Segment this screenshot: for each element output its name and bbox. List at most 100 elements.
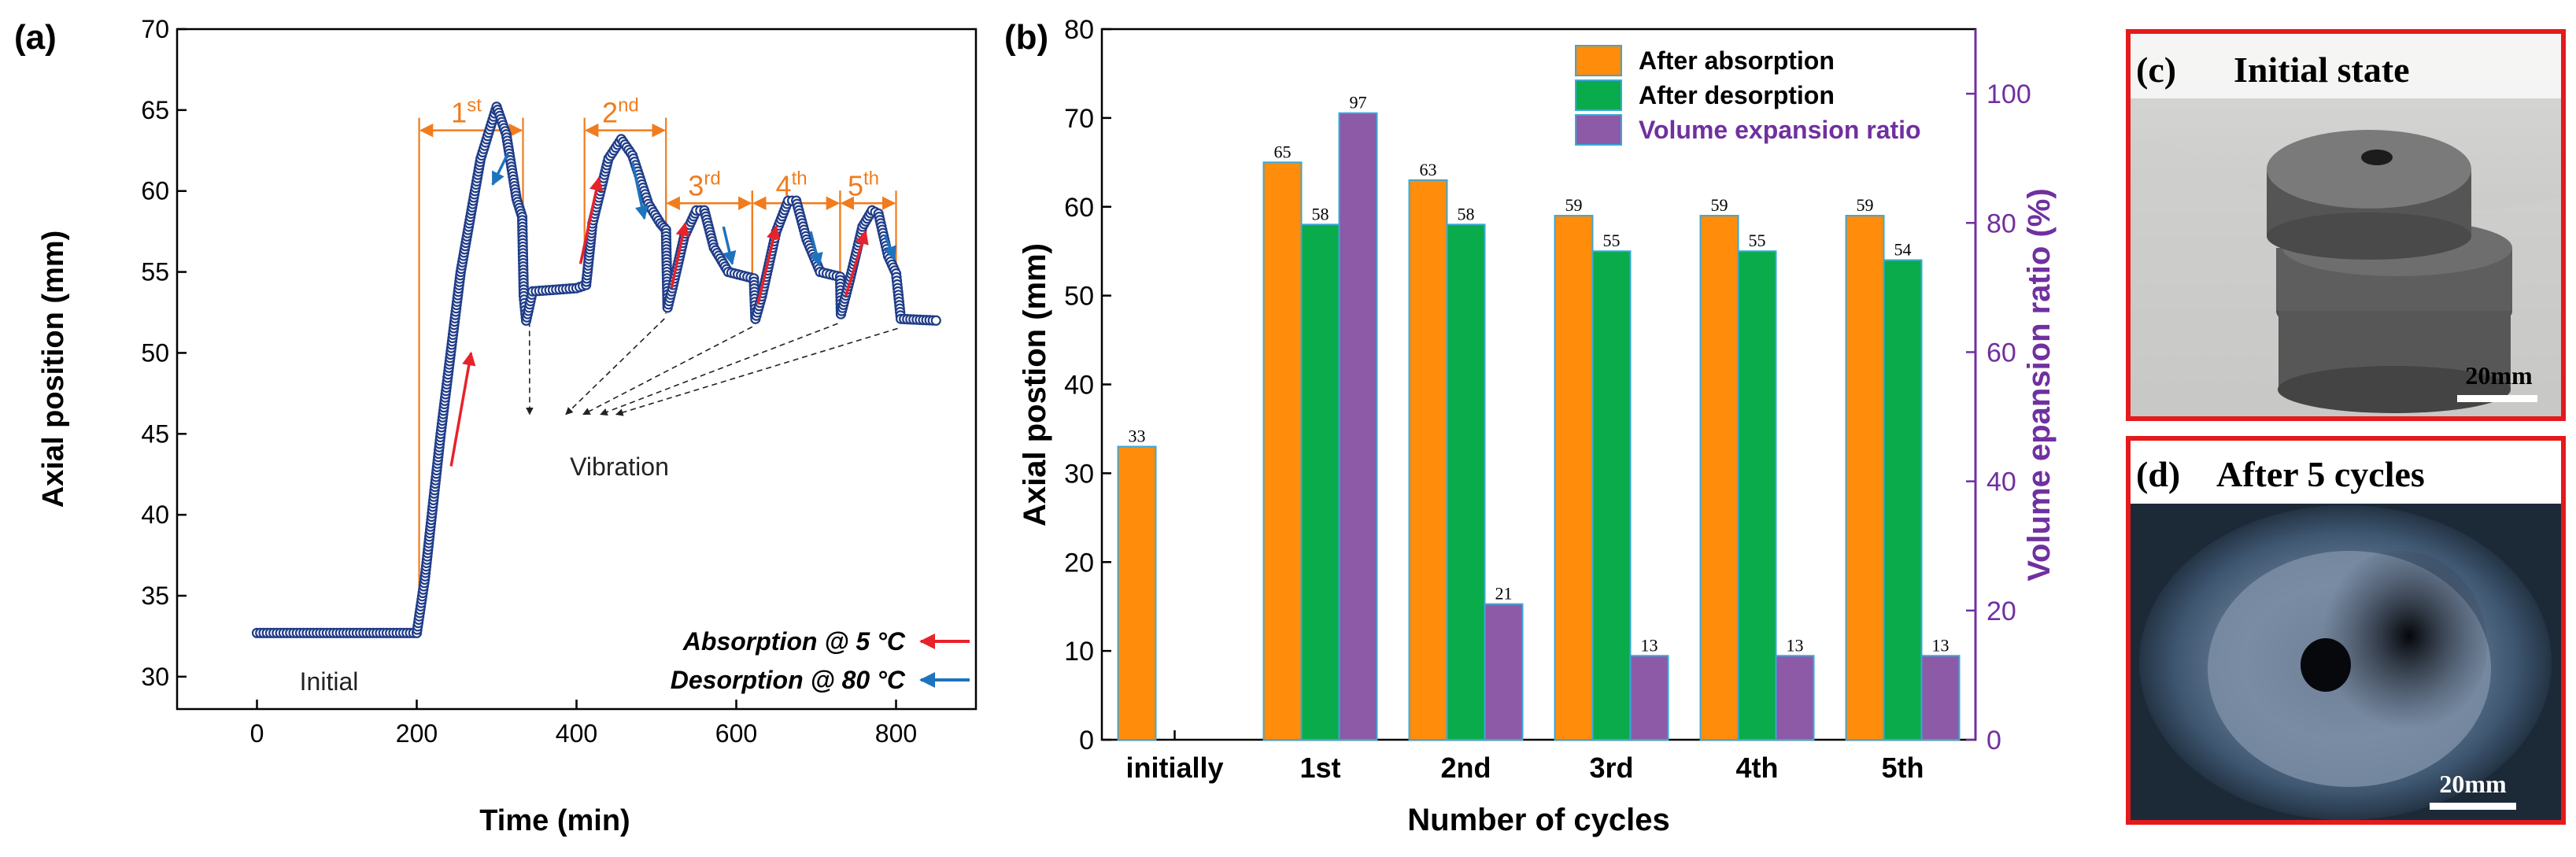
a-y-tick-label: 35: [141, 582, 169, 610]
b-y2-tick-label: 100: [1987, 79, 2031, 109]
b-x-tick-label: 2nd: [1440, 752, 1491, 784]
panel-a-cycle-brackets: 1st 2nd 3rd 4th 5th: [418, 95, 897, 632]
panel-a-initial-label: Initial: [300, 667, 359, 696]
b-legend-swatch: [1575, 79, 1622, 111]
b-legend-label: After desorption: [1639, 81, 1835, 109]
b-bar: [1920, 655, 1961, 741]
b-bar: [1446, 223, 1486, 741]
a-cycle-label: 5th: [848, 168, 879, 201]
panel-a-frame: [176, 28, 978, 711]
panel-b-x-ticks: initially 1st 2nd 3rd 4th 5th: [1125, 730, 1924, 784]
b-y-tick-label: 0: [1079, 726, 1094, 755]
b-bar: [1262, 161, 1303, 741]
panel-a-y-axis-label: Axial position (mm): [37, 231, 70, 508]
b-y-tick-label: 60: [1064, 193, 1094, 223]
a-absorption-arrow: [578, 176, 604, 264]
b-y2-tick-label: 20: [1987, 597, 2016, 626]
b-bar: [1591, 250, 1632, 741]
a-x-tick-label: 400: [556, 719, 597, 748]
a-y-tick-label: 50: [141, 338, 169, 367]
a-y-tick-label: 40: [141, 501, 169, 529]
panel-b-right-y-ticks: 0 20 40 60 80 100: [1966, 29, 2031, 755]
b-y-tick-label: 10: [1064, 637, 1094, 667]
b-bar: [1300, 223, 1340, 741]
a-desorption-arrow: [809, 231, 823, 268]
b-bar: [1845, 215, 1885, 741]
photo-d-label: (d): [2136, 454, 2180, 494]
b-y-tick-label: 20: [1064, 548, 1094, 578]
panel-a-chart: (a) 30 35 40 45 50 55 60 65 70 0 200 400 600 800 Tim…: [14, 15, 978, 837]
a-y-tick-label: 45: [141, 419, 169, 448]
a-desorption-arrow: [722, 226, 737, 265]
b-x-tick-label: 1st: [1299, 752, 1340, 784]
a-x-tick-label: 800: [875, 719, 917, 748]
b-legend-swatch: [1575, 45, 1622, 76]
b-bar-value-label: 58: [1312, 204, 1329, 223]
b-legend-label: After absorption: [1639, 46, 1835, 75]
panel-a-legend: Absorption @ 5 °C Desorption @ 80 °C: [671, 627, 970, 694]
a-cycle-label: 1st: [451, 95, 482, 129]
photo-d-title: After 5 cycles: [2216, 454, 2425, 494]
photo-c-title-band: [2131, 34, 2561, 98]
a-y-tick-label: 65: [141, 96, 169, 124]
a-vibration-arrow: [600, 323, 838, 416]
b-bar-value-label: 97: [1350, 93, 1367, 113]
a-absorption-arrow: [449, 351, 476, 467]
b-bar-value-label: 59: [1711, 195, 1728, 215]
a-y-tick-label: 30: [141, 663, 169, 691]
panel-a-direction-arrows: [449, 153, 896, 467]
b-bar-value-label: 54: [1894, 239, 1912, 259]
b-bar: [1775, 655, 1815, 741]
b-y-tick-label: 70: [1064, 104, 1094, 134]
panel-b-bars: 33 65 58 97 63 58 21 59 55 13 59 55 13 59 54 13: [1117, 93, 1961, 741]
photo-d-hole: [2301, 638, 2351, 692]
legend-desorption: Desorption @ 80 °C: [671, 666, 906, 694]
photo-c-scale-text: 20mm: [2465, 361, 2533, 390]
b-bar-value-label: 63: [1420, 160, 1437, 179]
a-y-tick-label: 70: [141, 15, 169, 43]
a-x-tick-label: 600: [715, 719, 757, 748]
b-bar-value-label: 55: [1749, 231, 1766, 250]
a-y-tick-label: 55: [141, 258, 169, 286]
panel-b-legend: After absorption After desorption Volume e…: [1575, 45, 1921, 146]
panel-a-y-ticks: 30 35 40 45 50 55 60 65 70: [141, 15, 187, 691]
a-cycle-label: 4th: [776, 168, 808, 201]
b-bar-value-label: 33: [1129, 427, 1146, 446]
panel-a-vibration-arrows: [526, 302, 898, 416]
photo-d-dark-region: [2314, 551, 2487, 740]
photo-c-title: Initial state: [2234, 50, 2410, 90]
b-bar: [1484, 603, 1524, 741]
photo-c: (c) Initial state 20mm: [2126, 29, 2566, 421]
a-x-tick-label: 200: [396, 719, 438, 748]
photo-c-label: (c): [2136, 50, 2176, 90]
photo-d: (d) After 5 cycles 20mm: [2126, 436, 2566, 825]
b-bar: [1408, 179, 1448, 741]
b-y-tick-label: 30: [1064, 459, 1094, 489]
b-bar: [1117, 445, 1157, 741]
b-bar: [1699, 215, 1739, 741]
b-bar-value-label: 13: [1932, 635, 1950, 655]
panel-b-chart: (b) 0 10 20 30 40 50 60 70 80 0 20 40 60 80 100 initi…: [1004, 15, 2057, 837]
b-y2-tick-label: 60: [1987, 338, 2016, 368]
b-bar-value-label: 59: [1565, 195, 1583, 215]
b-bar-value-label: 13: [1641, 635, 1658, 655]
b-y-tick-label: 50: [1064, 282, 1094, 312]
b-y-tick-label: 80: [1064, 15, 1094, 45]
a-y-tick-label: 60: [141, 177, 169, 205]
panel-a-label: (a): [14, 18, 57, 57]
panel-a-x-ticks: 0 200 400 600 800: [250, 700, 917, 748]
photo-d-scale-bar: [2430, 803, 2516, 810]
a-x-tick-label: 0: [250, 719, 264, 748]
a-desorption-arrow: [491, 153, 509, 187]
legend-absorption: Absorption @ 5 °C: [682, 627, 906, 656]
photo-c-scale-bar: [2457, 395, 2537, 402]
b-bar: [1883, 259, 1923, 741]
a-cycle-label: 3rd: [688, 168, 720, 201]
a-vibration-arrow: [615, 327, 898, 416]
panel-b-left-y-ticks: 0 10 20 30 40 50 60 70 80: [1064, 15, 1111, 755]
panel-a-data-points: [251, 102, 941, 638]
b-bar-value-label: 13: [1787, 635, 1804, 655]
panel-b-y-axis-label: Axial postion (mm): [1018, 243, 1052, 526]
b-legend-label: Volume expansion ratio: [1639, 116, 1921, 144]
